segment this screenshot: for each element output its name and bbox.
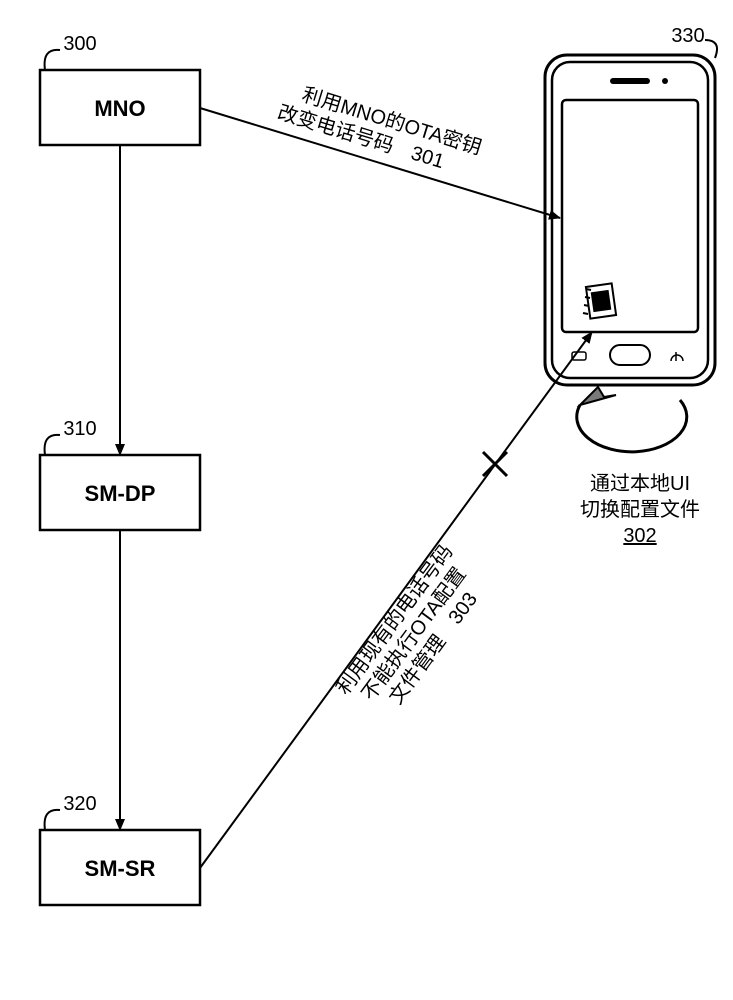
edge-smsr-to-phone-label: 利用现有的电话号码 不能执行OTA配置 文件管理 303 — [332, 541, 496, 728]
node-phone-ref: 330 — [671, 25, 704, 47]
svg-text:通过本地UI: 通过本地UI — [590, 472, 690, 495]
blocked-x-icon — [483, 452, 507, 476]
node-phone: 330 — [545, 25, 717, 385]
svg-text:切换配置文件: 切换配置文件 — [580, 498, 700, 521]
edge-mno-to-phone-label: 利用MNO的OTA密钥 改变电话号码 301 — [275, 78, 484, 183]
node-mno-label: MNO — [94, 96, 145, 121]
svg-text:302: 302 — [623, 525, 656, 547]
node-mno: MNO 300 — [40, 33, 200, 145]
node-smdp-ref: 310 — [63, 418, 96, 440]
node-smdp-label: SM-DP — [85, 481, 156, 506]
loop-label: 通过本地UI 切换配置文件 302 — [580, 472, 700, 547]
chip-icon — [583, 283, 616, 318]
node-smsr-label: SM-SR — [85, 856, 156, 881]
node-mno-ref: 300 — [63, 33, 96, 55]
diagram-canvas: MNO 300 SM-DP 310 SM-SR 320 — [0, 0, 733, 1000]
node-smsr-ref: 320 — [63, 793, 96, 815]
loop-arrow-icon — [577, 387, 687, 452]
